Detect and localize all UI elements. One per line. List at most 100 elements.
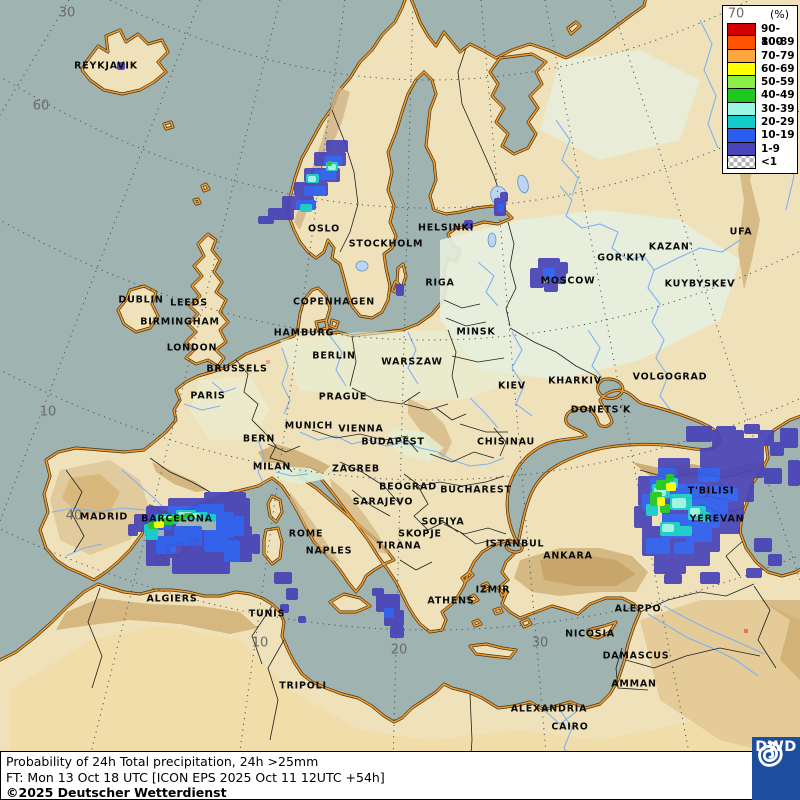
precip-cell-p10 <box>384 608 394 618</box>
precip-cell-p1 <box>544 282 558 292</box>
precip-cell-p20 <box>300 204 312 212</box>
precip-cell-p20 <box>678 526 692 536</box>
precip-cell-p1 <box>768 554 782 566</box>
precip-cell-p1 <box>464 220 473 229</box>
precip-cell-p1 <box>206 556 230 574</box>
legend-swatch <box>727 129 756 143</box>
legend-label: 80-89 <box>761 36 795 49</box>
legend-swatch <box>727 62 756 77</box>
precip-cell-p1 <box>746 458 764 478</box>
caption-copyright: ©2025 Deutscher Wetterdienst <box>6 785 227 800</box>
legend-row: 1-9 <box>727 142 797 156</box>
precip-cell-p20 <box>646 504 658 516</box>
legend-swatch <box>727 155 756 170</box>
legend-row: 30-39 <box>727 102 797 117</box>
map-dot <box>744 629 748 633</box>
legend-row: 40-49 <box>727 89 797 103</box>
precip-cell-p10 <box>646 538 670 554</box>
precip-cell-p10 <box>497 204 504 212</box>
precip-cell-p1 <box>558 262 568 274</box>
legend-row: 80-89 <box>727 36 797 50</box>
legend-label: 60-69 <box>761 62 795 75</box>
dwd-logo: DWD <box>752 737 800 800</box>
precip-cell-p40 <box>184 513 193 518</box>
precipitation-layer <box>117 62 800 638</box>
legend-label: <1 <box>761 155 778 168</box>
precip-cell-p10 <box>234 516 244 536</box>
precip-cell-p1 <box>286 588 298 600</box>
precip-cell-p1 <box>274 572 292 584</box>
precip-cell-p1 <box>654 554 686 574</box>
precip-cell-p10 <box>543 268 555 280</box>
precip-cell-p1 <box>500 192 508 202</box>
precip-cell-p1 <box>396 284 404 296</box>
caption-box: Probability of 24h Total precipitation, … <box>0 751 753 800</box>
map-dot <box>266 360 270 364</box>
precip-cell-p1 <box>754 538 772 552</box>
legend-swatch <box>727 89 756 103</box>
precip-cell-p1 <box>700 572 720 584</box>
legend-unit: (%) <box>769 8 789 21</box>
legend-rows: 90-100 80-89 70-79 60-69 50-59 40-49 30-39 20-2… <box>727 23 797 170</box>
legend-label: 20-29 <box>761 116 795 129</box>
precip-cell-p1 <box>172 552 208 574</box>
precip-cell-p10 <box>314 170 336 180</box>
precip-cell-p1 <box>758 430 774 446</box>
precip-cell-p40 <box>660 504 670 513</box>
precip-cell-p30 <box>192 513 200 518</box>
legend-label: 10-19 <box>761 129 795 142</box>
precip-cell-p40 <box>327 161 332 166</box>
precip-cell-p40 <box>172 515 185 521</box>
precip-cell-p1 <box>298 616 306 623</box>
precip-cell-p10 <box>224 540 240 562</box>
precip-cell-p1 <box>376 594 400 612</box>
precip-cell-p1 <box>326 140 348 152</box>
precip-cell-p20 <box>146 532 158 540</box>
legend-row: 10-19 <box>727 129 797 143</box>
precip-cell-p10 <box>156 536 176 554</box>
precip-cell-p10 <box>698 468 720 482</box>
legend-row: 70-79 <box>727 49 797 63</box>
precip-cell-p10 <box>686 522 712 542</box>
legend-swatch <box>727 102 756 117</box>
precip-cell-p10 <box>722 488 738 502</box>
precip-cell-p60 <box>657 497 665 506</box>
precip-cell-p30 <box>672 498 686 508</box>
precip-cell-p30 <box>308 176 316 182</box>
legend-swatch <box>727 76 756 90</box>
legend-swatch <box>727 142 756 156</box>
precip-cell-p1 <box>372 588 384 596</box>
legend-panel: (%) 90-100 80-89 70-79 60-69 50-59 40-49 30-39… <box>722 5 798 175</box>
precip-cell-p1 <box>764 468 782 484</box>
legend-label: 90-100 <box>761 23 783 48</box>
legend-swatch <box>727 49 756 63</box>
precip-cell-p1 <box>788 460 800 486</box>
precip-cell-p10 <box>708 486 726 502</box>
legend-swatch <box>727 116 756 130</box>
precip-cell-p1 <box>268 208 294 220</box>
precip-cell-p1 <box>716 426 736 438</box>
precip-cell-p1 <box>117 62 125 70</box>
precip-cell-p10 <box>204 530 228 552</box>
caption-title: Probability of 24h Total precipitation, … <box>6 754 319 769</box>
legend-row: 50-59 <box>727 76 797 90</box>
precip-cell-p10 <box>174 526 202 546</box>
precip-cell-p10 <box>304 186 326 196</box>
precip-cell-p20 <box>206 514 216 522</box>
precip-cell-p1 <box>390 626 404 638</box>
precip-cell-p40 <box>666 474 674 481</box>
precip-cell-p1 <box>744 424 760 434</box>
legend-label: 1-9 <box>761 142 780 155</box>
precip-cell-p1 <box>252 534 260 554</box>
precip-cell-p1 <box>686 426 712 442</box>
precip-cell-p1 <box>280 604 289 613</box>
precip-cell-p1 <box>258 216 274 224</box>
precip-cell-p60 <box>666 483 676 491</box>
legend-label: 50-59 <box>761 76 795 89</box>
legend-row: <1 <box>727 155 797 170</box>
legend-label: 70-79 <box>761 49 795 62</box>
precip-cell-p60 <box>154 521 164 528</box>
